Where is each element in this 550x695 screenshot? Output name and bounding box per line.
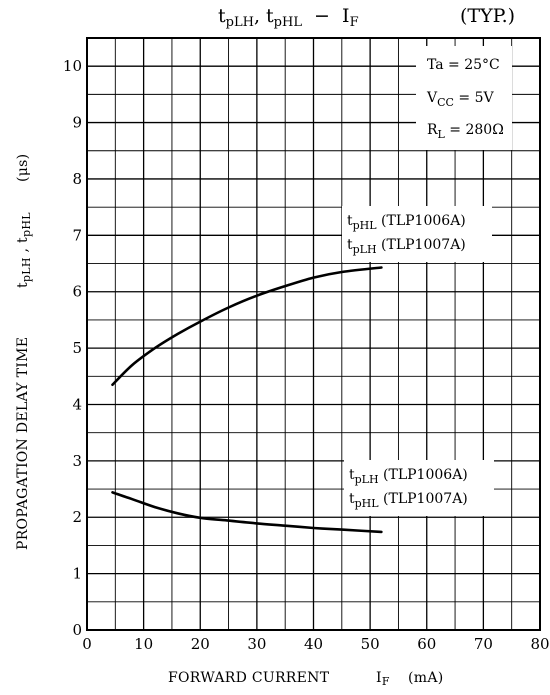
y-tick-label: 7	[72, 226, 82, 244]
y-axis-label: PROPAGATION DELAY TIME tpLH , tpHL (μs)	[15, 154, 33, 550]
x-tick-label: 70	[474, 635, 493, 653]
condition-rl: RL = 280Ω	[427, 122, 504, 141]
x-tick-label: 80	[530, 635, 549, 653]
y-axis-unit: (μs)	[15, 154, 31, 182]
condition-vcc: VCC = 5V	[426, 90, 495, 109]
x-tick-label: 50	[361, 635, 380, 653]
y-tick-label: 1	[72, 565, 82, 583]
series-line-lower	[111, 491, 383, 534]
chart-title-typ: (TYP.)	[460, 5, 515, 27]
x-tick-label: 60	[417, 635, 436, 653]
y-tick-label: 8	[72, 170, 82, 188]
x-axis-unit: (mA)	[408, 670, 444, 686]
lower-curve-labels: tpLH (TLP1006A) tpHL (TLP1007A)	[344, 460, 494, 516]
x-tick-label: 40	[304, 635, 323, 653]
x-axis-label: FORWARD CURRENT IF (mA)	[168, 670, 444, 688]
y-tick-label: 10	[63, 57, 82, 75]
lower-curve-label-1: tpLH (TLP1006A)	[349, 467, 468, 486]
condition-ta: Ta = 25°C	[427, 57, 500, 73]
chart-title: tpLH, tpHL − IF	[218, 5, 359, 30]
y-tick-label: 6	[72, 283, 82, 301]
x-tick-label: 20	[191, 635, 210, 653]
y-axis-symbol: tpLH , tpHL	[15, 212, 33, 288]
plot-frame	[86, 37, 541, 631]
y-tick-label: 9	[72, 114, 82, 132]
y-axis-title: PROPAGATION DELAY TIME	[15, 337, 31, 550]
conditions-legend: Ta = 25°C VCC = 5V RL = 280Ω	[416, 46, 512, 150]
x-tick-label: 10	[134, 635, 153, 653]
y-tick-label: 4	[72, 395, 82, 413]
upper-curve-label-2: tpLH (TLP1007A)	[347, 237, 466, 256]
tick-labels: 0 10 20 30 40 50 60 70 80 0 1 2 3 4 5 6 7 8 9 10	[63, 57, 550, 653]
upper-curve-label-1: tpHL (TLP1006A)	[347, 213, 466, 232]
series	[111, 266, 383, 534]
y-tick-label: 2	[72, 508, 82, 526]
upper-curve-labels: tpHL (TLP1006A) tpLH (TLP1007A)	[342, 206, 492, 262]
x-tick-label: 30	[247, 635, 266, 653]
x-axis-symbol: IF	[376, 670, 390, 688]
conditions-box	[416, 46, 512, 150]
x-axis-title: FORWARD CURRENT	[168, 670, 330, 686]
lower-curve-label-2: tpHL (TLP1007A)	[349, 491, 468, 510]
series-line-upper	[111, 266, 383, 386]
y-tick-label: 3	[72, 452, 82, 470]
y-tick-label: 5	[72, 339, 82, 357]
y-tick-label: 0	[72, 621, 82, 639]
x-tick-label: 0	[82, 635, 92, 653]
